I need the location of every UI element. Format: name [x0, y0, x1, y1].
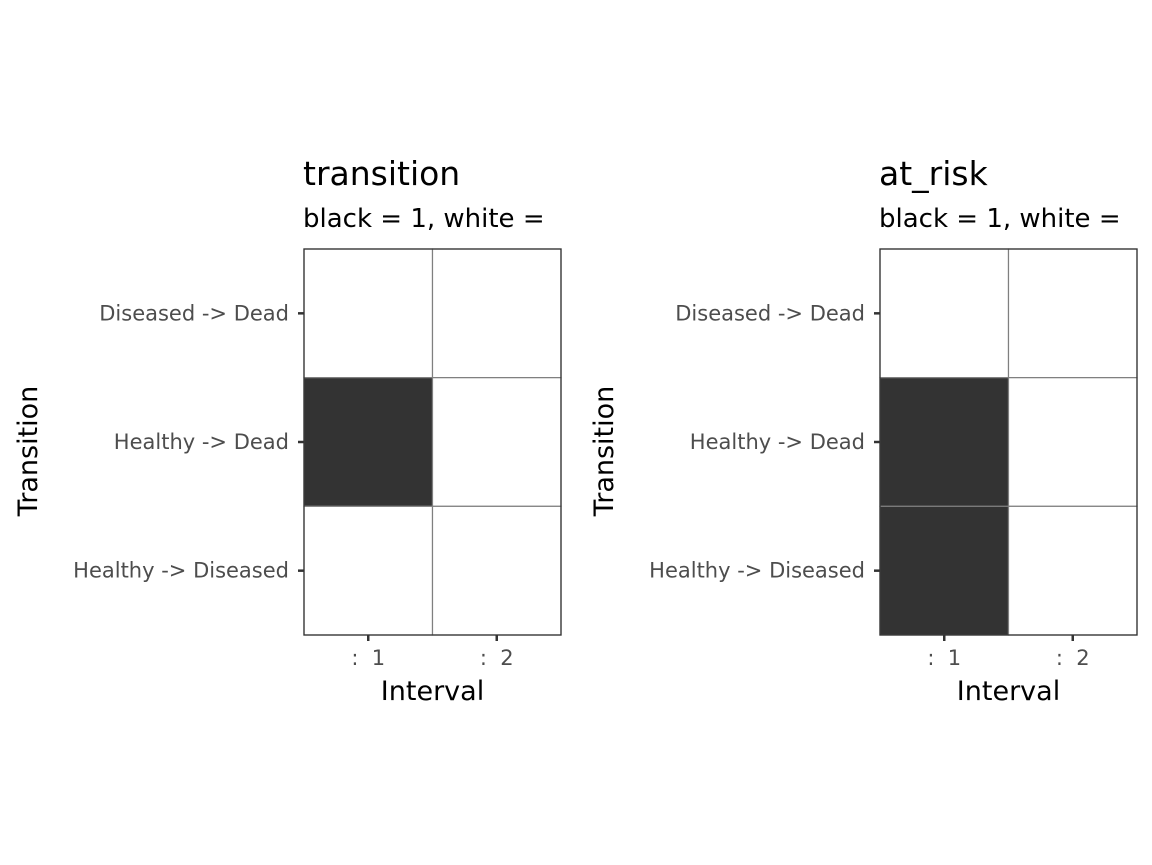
x-tick-label: : 2 [1056, 646, 1090, 670]
y-tick-label: Healthy -> Diseased [649, 559, 865, 583]
y-axis-title: Transition [13, 386, 44, 518]
heatmap-cell [1007, 505, 1138, 636]
panel-at-risk: at_risk black = 1, white = Diseased -> D… [589, 154, 1138, 707]
y-tick-label: Diseased -> Dead [99, 301, 289, 325]
y-axis-ticks: Diseased -> Dead Healthy -> Dead Healthy… [649, 301, 880, 583]
x-axis-title: Interval [957, 676, 1060, 707]
panel-transition: transition black = 1, white = Diseased -… [13, 154, 562, 707]
heatmap-cell [431, 505, 562, 636]
heatmap-cell [303, 377, 434, 507]
heatmap-cell [431, 377, 562, 507]
heatmap-cell [303, 248, 434, 379]
y-tick-label: Healthy -> Diseased [73, 559, 289, 583]
y-axis-ticks: Diseased -> Dead Healthy -> Dead Healthy… [73, 301, 304, 583]
y-tick-label: Healthy -> Dead [690, 430, 865, 454]
heatmap-cell [1007, 248, 1138, 379]
chart-title: transition [303, 154, 460, 193]
x-tick-label: : 2 [480, 646, 514, 670]
heatmap-cell [879, 377, 1010, 507]
heatmap-cell [879, 505, 1010, 636]
heatmap-cell [1007, 377, 1138, 507]
x-axis-ticks: : 1 : 2 [927, 635, 1090, 670]
y-axis-title: Transition [589, 386, 620, 518]
x-axis-title: Interval [381, 676, 484, 707]
chart-subtitle: black = 1, white = [879, 204, 1121, 234]
heatmap-cell [879, 248, 1010, 379]
chart-subtitle: black = 1, white = [303, 204, 545, 234]
x-tick-label: : 1 [351, 646, 385, 670]
heatmap-cells [879, 248, 1138, 636]
y-tick-label: Diseased -> Dead [675, 301, 865, 325]
heatmap-cell [431, 248, 562, 379]
y-tick-label: Healthy -> Dead [114, 430, 289, 454]
heatmap-cell [303, 505, 434, 636]
chart-title: at_risk [879, 154, 989, 193]
x-axis-ticks: : 1 : 2 [351, 635, 514, 670]
x-tick-label: : 1 [927, 646, 961, 670]
heatmap-cells [303, 248, 562, 636]
